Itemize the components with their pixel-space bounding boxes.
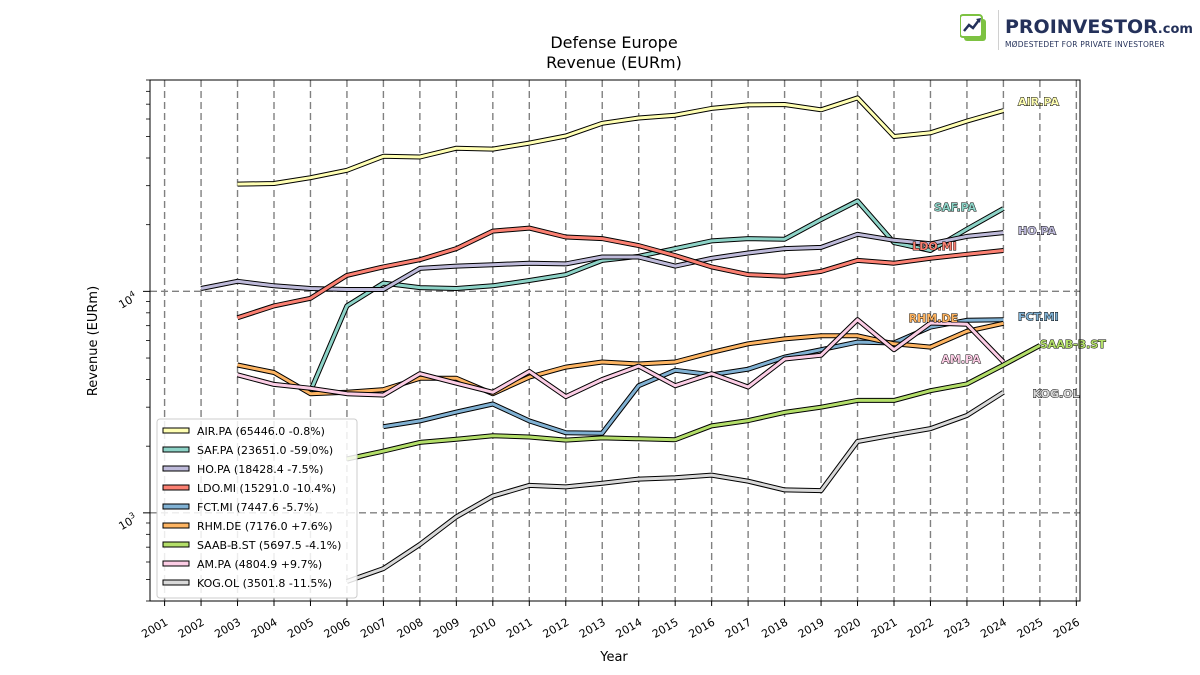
legend-swatch-AIR.PA bbox=[162, 427, 190, 434]
legend-entry-AM.PA: AM.PA (4804.9 +9.7%) bbox=[197, 558, 322, 571]
chart-subtitle: Revenue (EURm) bbox=[546, 53, 682, 72]
y-axis-label: Revenue (EURm) bbox=[86, 286, 101, 396]
legend-swatch-SAF.PA bbox=[162, 446, 190, 453]
series-RHM.DE-line bbox=[237, 321, 1004, 396]
series-FCT.MI-line bbox=[383, 318, 1004, 435]
legend-swatch-AM.PA bbox=[162, 560, 190, 567]
series-FCT.MI-end-label: FCT.MI bbox=[1018, 311, 1059, 324]
legend-entry-AIR.PA: AIR.PA (65446.0 -0.8%) bbox=[197, 425, 325, 438]
series-KOG.OL-line bbox=[346, 391, 1005, 583]
series-SAAB-B.ST-end-label: SAAB-B.ST bbox=[1040, 338, 1106, 351]
series-LDO.MI-line bbox=[237, 226, 1004, 320]
legend-swatch-RHM.DE bbox=[162, 522, 190, 529]
series-AM.PA-line bbox=[237, 318, 1005, 399]
legend-entry-HO.PA: HO.PA (18428.4 -7.5%) bbox=[197, 463, 323, 476]
x-axis-label: Year bbox=[599, 650, 628, 665]
legend-entry-SAF.PA: SAF.PA (23651.0 -59.0%) bbox=[197, 444, 333, 457]
series-SAF.PA-end-label: SAF.PA bbox=[934, 201, 977, 214]
series-HO.PA-end-label: HO.PA bbox=[1018, 225, 1057, 238]
legend: AIR.PA (65446.0 -0.8%) SAF.PA (23651.0 -5… bbox=[156, 418, 358, 599]
series-lines bbox=[200, 95, 1042, 584]
y-tick-label: 103 bbox=[115, 510, 139, 533]
legend-entry-SAAB-B.ST: SAAB-B.ST (5697.5 -4.1%) bbox=[197, 539, 341, 552]
series-AM.PA-end-label: AM.PA bbox=[941, 353, 981, 366]
chart-logo-icon bbox=[960, 14, 986, 41]
legend-box bbox=[156, 418, 358, 599]
legend-entry-KOG.OL: KOG.OL (3501.8 -11.5%) bbox=[197, 577, 332, 590]
series-KOG.OL-end-label: KOG.OL bbox=[1033, 388, 1080, 401]
legend-entry-RHM.DE: RHM.DE (7176.0 +7.6%) bbox=[197, 520, 333, 533]
legend-swatch-HO.PA bbox=[162, 465, 190, 472]
brand-tagline: MØDESTEDET FOR PRIVATE INVESTORER bbox=[1005, 40, 1165, 49]
brand-logo[interactable]: PROINVESTOR.com MØDESTEDET FOR PRIVATE I… bbox=[960, 10, 1195, 55]
brand-domain: .com bbox=[1157, 22, 1193, 37]
legend-entry-FCT.MI: FCT.MI (7447.6 -5.7%) bbox=[197, 501, 319, 514]
chart-title: Defense Europe bbox=[550, 33, 677, 52]
legend-entry-LDO.MI: LDO.MI (15291.0 -10.4%) bbox=[197, 482, 336, 495]
series-SAAB-B.ST-line bbox=[346, 344, 1041, 461]
series-RHM.DE-end-label: RHM.DE bbox=[909, 312, 958, 325]
series-LDO.MI-end-label: LDO.MI bbox=[912, 240, 956, 253]
series-AIR.PA-line bbox=[237, 96, 1004, 186]
legend-swatch-LDO.MI bbox=[162, 484, 190, 491]
brand-divider bbox=[998, 10, 999, 50]
legend-swatch-FCT.MI bbox=[162, 503, 190, 510]
series-end-labels: AIR.PA SAF.PA HO.PA LDO.MI FCT.MI RHM.DE SAAB-… bbox=[908, 95, 1107, 401]
brand-name: PROINVESTOR.com bbox=[1005, 16, 1193, 38]
legend-swatch-KOG.OL bbox=[162, 579, 190, 586]
y-tick-label: 104 bbox=[115, 289, 139, 312]
series-AIR.PA-end-label: AIR.PA bbox=[1018, 95, 1060, 108]
legend-swatch-SAAB-B.ST bbox=[162, 541, 190, 548]
series-HO.PA-line bbox=[200, 231, 1004, 291]
y-axis: 103 104 bbox=[115, 79, 150, 602]
